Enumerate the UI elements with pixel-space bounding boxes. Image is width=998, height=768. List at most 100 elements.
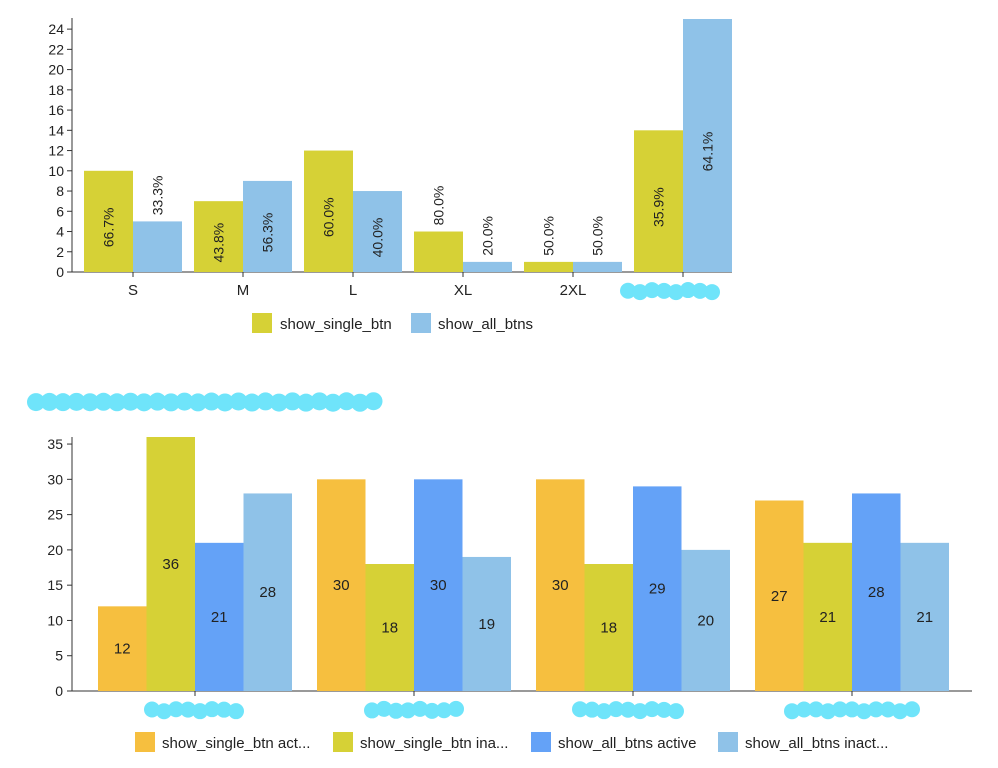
legend-label: show_all_btns bbox=[438, 316, 533, 333]
y-tick-label: 10 bbox=[47, 612, 63, 628]
redaction-dot bbox=[596, 703, 612, 720]
redaction-dot bbox=[81, 393, 99, 412]
y-tick-label: 10 bbox=[48, 163, 64, 179]
bar-show_single_btn-4 bbox=[524, 261, 573, 272]
redaction-dot bbox=[448, 700, 464, 717]
bar-data-label: 21 bbox=[916, 609, 933, 626]
redaction-dot bbox=[310, 392, 329, 411]
bar-data-label: 30 bbox=[552, 577, 569, 594]
bar-0-0 bbox=[98, 606, 147, 691]
bar-1-0 bbox=[146, 437, 195, 691]
redaction-dot bbox=[108, 393, 126, 412]
redaction-dot bbox=[436, 702, 452, 719]
bar-1-3 bbox=[803, 542, 852, 691]
redaction-dot bbox=[692, 282, 708, 299]
redaction-dot bbox=[644, 701, 660, 718]
chart-title-redacted bbox=[27, 392, 383, 412]
redaction-dot bbox=[229, 392, 248, 411]
redaction-dot bbox=[297, 393, 315, 412]
bar-0-2 bbox=[536, 479, 585, 691]
bar-data-label: 20.0% bbox=[480, 216, 496, 256]
y-tick-label: 14 bbox=[48, 122, 64, 138]
legend-label: show_all_btns inact... bbox=[745, 735, 888, 752]
redaction-dot bbox=[189, 393, 207, 412]
redaction-dot bbox=[892, 703, 908, 720]
bar-3-3 bbox=[900, 542, 949, 691]
bar-data-label: 18 bbox=[381, 620, 398, 637]
bar-data-label: 20 bbox=[697, 612, 714, 629]
redaction-dot bbox=[162, 393, 180, 412]
redaction-dot bbox=[121, 392, 140, 411]
redaction-dot bbox=[228, 703, 244, 720]
redaction-dot bbox=[608, 701, 624, 718]
redaction-dot bbox=[67, 392, 86, 411]
redaction-dot bbox=[135, 393, 153, 412]
redaction-dot bbox=[156, 703, 172, 720]
bar-data-label: 35.9% bbox=[651, 187, 667, 227]
redaction-dot bbox=[256, 392, 275, 411]
bar-show_all_btns-2 bbox=[353, 191, 402, 272]
bar-data-label: 40.0% bbox=[370, 218, 386, 258]
y-tick-label: 20 bbox=[48, 62, 64, 78]
y-tick-label: 35 bbox=[47, 436, 63, 452]
redaction-dot bbox=[412, 700, 428, 717]
redaction-dot bbox=[644, 282, 660, 299]
redaction-dot bbox=[168, 701, 184, 718]
bar-1-1 bbox=[365, 564, 414, 691]
bar-3-0 bbox=[243, 493, 292, 691]
x-tick-label: L bbox=[349, 282, 357, 299]
legend-swatch bbox=[252, 313, 272, 333]
bar-show_single_btn-5 bbox=[634, 130, 683, 272]
redaction-dot bbox=[376, 700, 392, 717]
y-tick-label: 2 bbox=[56, 244, 64, 260]
redaction-dot bbox=[904, 701, 920, 718]
x-tick-label: XL bbox=[454, 282, 472, 299]
bar-data-label: 36 bbox=[162, 556, 179, 573]
bar-data-label: 30 bbox=[430, 577, 447, 594]
redaction-dot bbox=[424, 702, 440, 719]
y-tick-label: 5 bbox=[55, 648, 63, 664]
x-tick-label-redacted bbox=[144, 701, 244, 720]
redaction-dot bbox=[868, 701, 884, 718]
redaction-dot bbox=[808, 701, 824, 718]
y-tick-label: 24 bbox=[48, 21, 64, 37]
bar-show_all_btns-0 bbox=[133, 221, 182, 272]
redaction-dot bbox=[632, 284, 648, 301]
y-tick-label: 4 bbox=[56, 224, 64, 240]
bar-data-label: 64.1% bbox=[700, 132, 716, 172]
legend-label: show_single_btn act... bbox=[162, 735, 310, 752]
bar-show_single_btn-1 bbox=[194, 201, 243, 272]
redaction-dot bbox=[27, 393, 45, 412]
bar-data-label: 33.3% bbox=[150, 176, 166, 216]
redaction-dot bbox=[243, 393, 261, 412]
redaction-dot bbox=[620, 282, 636, 299]
bar-0-1 bbox=[317, 479, 366, 691]
legend-swatch bbox=[718, 732, 738, 752]
y-tick-label: 22 bbox=[48, 41, 64, 57]
x-tick-label-redacted bbox=[784, 701, 920, 720]
y-tick-label: 18 bbox=[48, 82, 64, 98]
bar-data-label: 50.0% bbox=[541, 216, 557, 256]
redaction-dot bbox=[656, 282, 672, 299]
bar-show_all_btns-4 bbox=[573, 261, 622, 272]
redaction-dot bbox=[192, 703, 208, 720]
redaction-dot bbox=[388, 702, 404, 719]
x-tick-label: M bbox=[237, 282, 250, 299]
legend-label: show_single_btn ina... bbox=[360, 735, 508, 752]
redaction-dot bbox=[856, 703, 872, 720]
redaction-dot bbox=[400, 702, 416, 719]
redaction-dot bbox=[668, 703, 684, 720]
bar-data-label: 28 bbox=[259, 584, 276, 601]
redaction-dot bbox=[283, 392, 302, 411]
redaction-dot bbox=[632, 703, 648, 720]
redaction-dot bbox=[668, 284, 684, 301]
bar-show_all_btns-3 bbox=[463, 261, 512, 272]
redaction-dot bbox=[796, 701, 812, 718]
bar-data-label: 80.0% bbox=[431, 186, 447, 226]
redaction-dot bbox=[832, 701, 848, 718]
bar-data-label: 60.0% bbox=[321, 197, 337, 237]
redaction-dot bbox=[680, 282, 696, 299]
legend-swatch bbox=[531, 732, 551, 752]
bar-2-1 bbox=[414, 479, 463, 691]
